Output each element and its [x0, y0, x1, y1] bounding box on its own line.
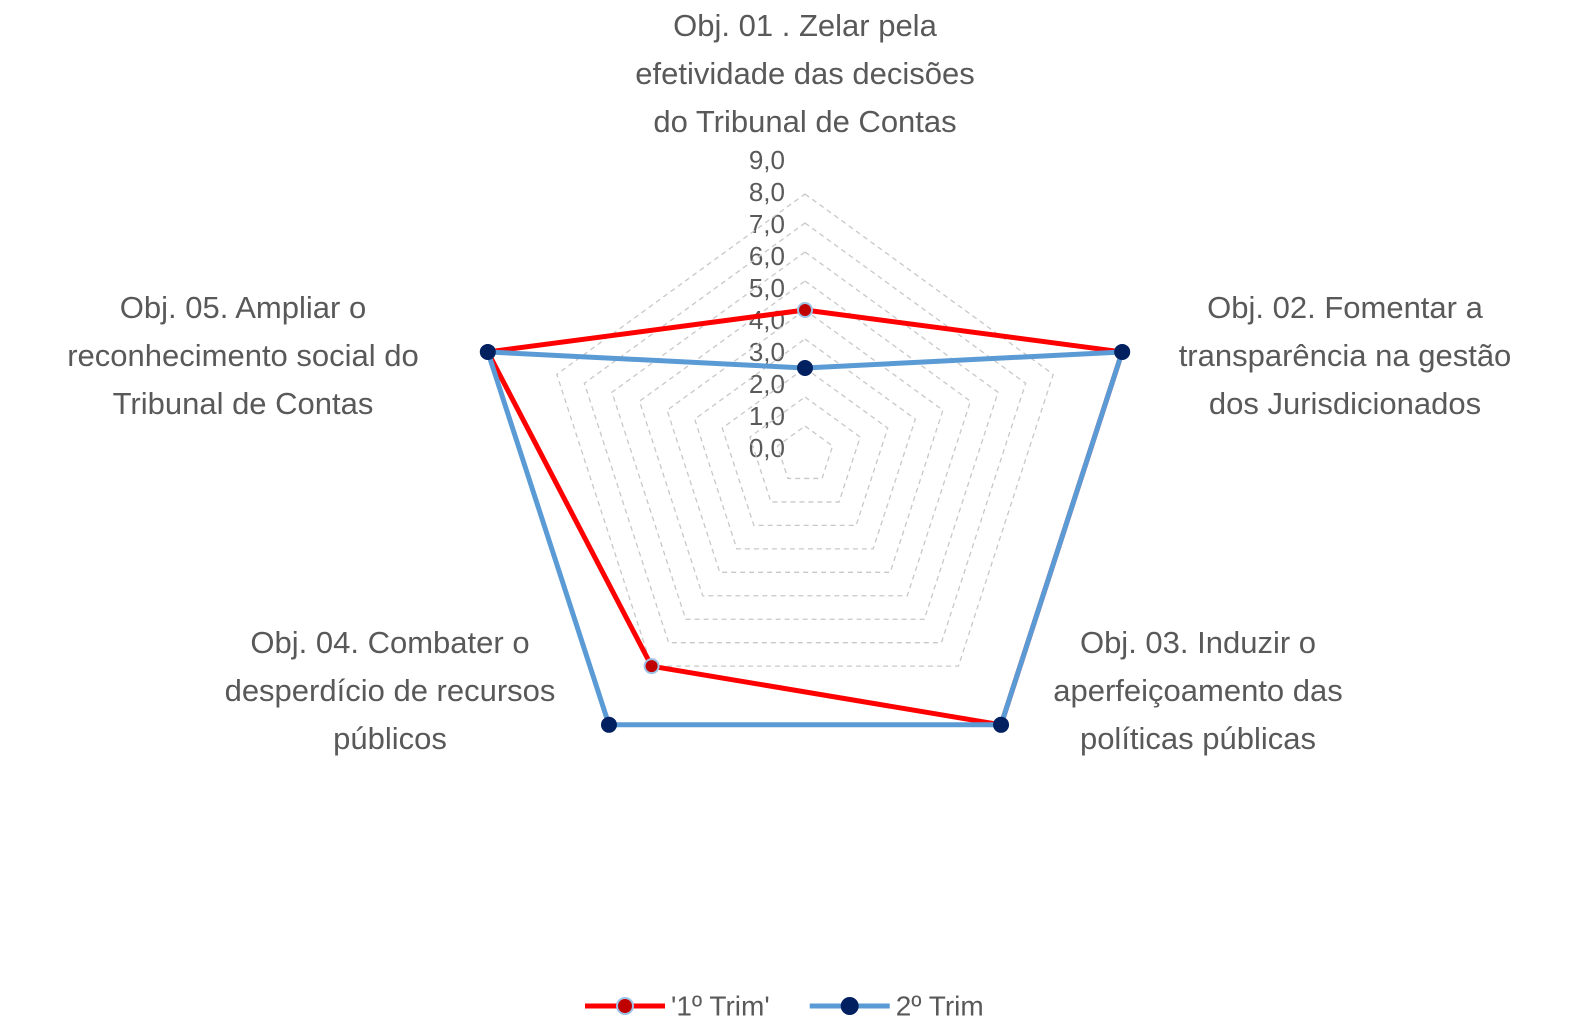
grid-line: [776, 425, 834, 480]
category-label: transparência na gestão: [1179, 338, 1512, 373]
legend-label: 2º Trim: [896, 990, 984, 1021]
category-label: públicos: [333, 721, 447, 756]
tick-label: 3,0: [749, 337, 785, 367]
marker: [1114, 343, 1131, 360]
series-line: [485, 349, 1125, 728]
tick-label: 0,0: [749, 433, 785, 463]
legend-marker: [616, 997, 634, 1015]
marker: [797, 302, 813, 318]
grid-line: [749, 396, 861, 503]
tick-label: 6,0: [749, 241, 785, 271]
grid-line: [638, 280, 972, 597]
marker: [479, 343, 496, 360]
grid-line: [611, 251, 999, 620]
tick-label: 5,0: [749, 273, 785, 303]
tick-label: 8,0: [749, 177, 785, 207]
category-label: reconhecimento social do: [67, 338, 419, 373]
marker: [600, 716, 617, 733]
grid-line: [556, 193, 1054, 667]
category-label: políticas públicas: [1080, 721, 1316, 756]
category-label: aperfeiçoamento das: [1053, 673, 1343, 708]
category-label: Obj. 03. Induzir o: [1080, 625, 1316, 660]
grid-line: [721, 367, 889, 527]
category-label: efetividade das decisões: [635, 56, 975, 91]
marker: [797, 360, 813, 376]
grid-line: [693, 338, 917, 550]
marker: [643, 658, 660, 675]
category-label: do Tribunal de Contas: [653, 104, 956, 139]
series-line: [485, 307, 1125, 728]
category-label: dos Jurisdicionados: [1209, 386, 1481, 421]
grid-line: [666, 309, 944, 573]
tick-label: 2,0: [749, 369, 785, 399]
category-label: Tribunal de Contas: [113, 386, 374, 421]
legend-marker: [840, 997, 859, 1015]
tick-label: 9,0: [749, 145, 785, 175]
category-label: Obj. 01 . Zelar pela: [673, 8, 937, 43]
category-label: Obj. 05. Ampliar o: [120, 290, 366, 325]
category-label: Obj. 02. Fomentar a: [1207, 290, 1483, 325]
category-label: Obj. 04. Combater o: [250, 625, 529, 660]
grid-line: [583, 222, 1027, 644]
tick-label: 7,0: [749, 209, 785, 239]
tick-label: 4,0: [749, 305, 785, 335]
category-label: desperdício de recursos: [225, 673, 556, 708]
legend-label: '1º Trim': [671, 990, 770, 1021]
marker: [993, 716, 1010, 733]
